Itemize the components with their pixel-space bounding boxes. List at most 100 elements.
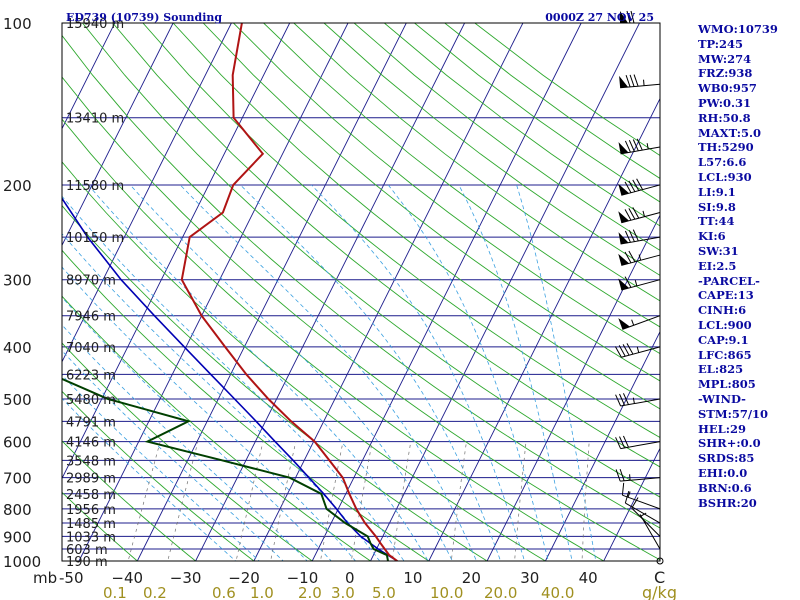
dry-adiabat-line (112, 23, 660, 468)
dewpoint-profile-line (62, 377, 389, 561)
temperature-tick-label: -50 (59, 569, 84, 587)
height-label: 7040 m (66, 341, 116, 356)
mixing-ratio-unit: g/kg (642, 583, 677, 600)
mixing-ratio-line (235, 441, 264, 561)
index-line: TT:44 (698, 214, 735, 229)
index-line: KI:6 (698, 229, 726, 244)
index-line: MAXT:5.0 (698, 125, 761, 140)
isotherm-line (62, 23, 174, 247)
index-line: -WIND- (698, 391, 746, 406)
temperature-unit: C (654, 568, 665, 587)
index-line: LCL:930 (698, 169, 752, 184)
pressure-tick-label: 100 (3, 15, 32, 33)
mixing-ratio-line (514, 441, 527, 561)
moist-adiabat-line (180, 184, 478, 561)
mixing-ratio-tick-label: 0.1 (103, 584, 127, 600)
height-label: 1956 m (66, 503, 116, 518)
temperature-tick-label: 40 (579, 569, 598, 587)
index-line: TH:5290 (698, 140, 754, 155)
isotherm-line (62, 23, 116, 130)
isotherm-line (370, 23, 640, 561)
mixing-ratio-line (391, 441, 412, 561)
isotherm-line (253, 23, 524, 561)
moist-adiabat-line (129, 184, 453, 561)
moist-adiabat-line (62, 397, 237, 561)
mixing-ratio-tick-label: 0.2 (143, 584, 167, 600)
index-line: L57:6.6 (698, 155, 747, 170)
wind-barb (614, 343, 661, 358)
isotherm-line (62, 23, 291, 480)
moist-adiabat-line (311, 184, 526, 561)
mixing-ratio-tick-label: 20.0 (484, 584, 517, 600)
mixing-ratio-tick-label: 40.0 (541, 584, 574, 600)
moist-adiabat-line (516, 184, 597, 561)
mixing-ratio-line (350, 441, 373, 561)
index-line: EL:825 (698, 362, 744, 377)
isotherm-line (311, 23, 582, 561)
index-line: MPL:805 (698, 377, 756, 392)
index-line: EI:2.5 (698, 258, 737, 273)
isotherm-line (544, 330, 660, 561)
pressure-unit-label: mb (33, 569, 57, 587)
isotherm-line (603, 447, 660, 561)
height-label: 1485 m (66, 517, 116, 532)
temperature-tick-label: 10 (403, 569, 422, 587)
height-label: 8970 m (66, 274, 116, 289)
mixing-ratio-tick-label: 10.0 (430, 584, 463, 600)
index-line: LI:9.1 (698, 184, 736, 199)
temperature-tick-label: 30 (520, 569, 539, 587)
wind-barb (618, 138, 661, 155)
moist-adiabat-line (87, 184, 429, 561)
wind-barb (618, 229, 661, 245)
temperature-tick-label: −30 (170, 569, 202, 587)
mixing-ratio-line (127, 441, 161, 561)
dry-adiabat-line (142, 23, 660, 439)
wind-barb (631, 497, 661, 537)
temperature-tick-label: −40 (111, 569, 143, 587)
pressure-tick-label: 500 (3, 391, 32, 409)
height-label: 6223 m (66, 368, 116, 383)
index-line: SI:9.8 (698, 199, 736, 214)
wind-barb (615, 393, 661, 407)
isotherm-line (62, 23, 232, 363)
wind-barb (656, 557, 664, 565)
dry-adiabat-line (353, 23, 660, 251)
chart-title: ED739 (10739) Sounding (66, 11, 222, 24)
height-label: 1033 m (66, 530, 116, 545)
dry-adiabat-line (62, 249, 430, 561)
temperature-tick-label: −20 (228, 569, 260, 587)
moist-adiabat-line (62, 324, 308, 561)
temperature-tick-label: 0 (345, 569, 355, 587)
moist-adiabat-line (62, 233, 381, 561)
index-line: STM:57/10 (698, 406, 769, 421)
pressure-tick-label: 800 (3, 501, 32, 519)
wind-barb (618, 250, 661, 266)
index-line: TP:245 (698, 36, 744, 51)
wind-barb (615, 435, 661, 450)
isotherm-line (136, 23, 407, 561)
temperature-profile-line (180, 23, 398, 561)
height-label: 7946 m (66, 310, 116, 325)
mixing-ratio-tick-label: 0.6 (212, 584, 236, 600)
index-line: SW:31 (698, 243, 739, 258)
height-label: 5480 m (66, 393, 116, 408)
moist-adiabat-line (62, 296, 332, 561)
mixing-ratio-line (320, 441, 344, 561)
height-label: 3548 m (66, 454, 116, 469)
index-line: BRN:0.6 (698, 480, 752, 495)
height-label: 2989 m (66, 472, 116, 487)
height-label: 603 m (66, 543, 108, 558)
height-label: 190 m (66, 555, 108, 570)
dry-adiabat-line (62, 342, 313, 561)
index-line: CAPE:13 (698, 288, 754, 303)
index-line: PW:0.31 (698, 95, 752, 110)
mixing-ratio-tick-label: 2.0 (298, 584, 322, 600)
height-label: 2458 m (66, 488, 116, 503)
pressure-tick-label: 600 (3, 434, 32, 452)
dry-adiabat-line (202, 23, 660, 382)
height-label: 11580 m (66, 179, 124, 194)
wind-barb (620, 10, 660, 24)
plot-frame (61, 22, 661, 562)
dry-adiabat-line (172, 23, 660, 410)
wind-barb (618, 276, 661, 291)
